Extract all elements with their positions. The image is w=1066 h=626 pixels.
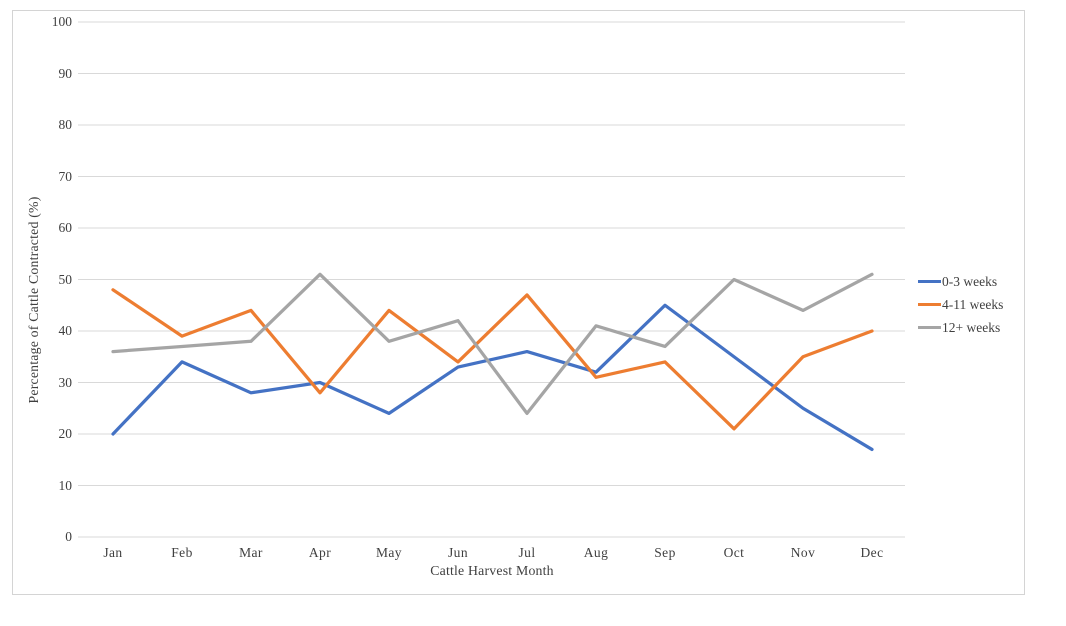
legend: 0-3 weeks 4-11 weeks 12+ weeks bbox=[918, 270, 1003, 339]
legend-item: 0-3 weeks bbox=[918, 270, 1003, 293]
legend-item: 12+ weeks bbox=[918, 316, 1003, 339]
x-tick-label: Nov bbox=[790, 545, 816, 560]
x-tick-label: Jan bbox=[103, 545, 123, 560]
y-tick-label: 20 bbox=[58, 426, 73, 441]
x-tick-label: Aug bbox=[583, 545, 609, 560]
legend-item: 4-11 weeks bbox=[918, 293, 1003, 316]
legend-label: 12+ weeks bbox=[942, 319, 1001, 335]
x-tick-label: Feb bbox=[171, 545, 193, 560]
y-tick-label: 30 bbox=[58, 374, 73, 390]
y-tick-label: 10 bbox=[58, 477, 73, 493]
y-tick-label: 60 bbox=[58, 220, 73, 235]
legend-label: 0-3 weeks bbox=[942, 273, 998, 289]
y-tick-label: 100 bbox=[51, 14, 72, 29]
y-tick-label: 80 bbox=[58, 117, 73, 132]
x-tick-label: Jul bbox=[518, 545, 536, 560]
series-line-4-11-weeks bbox=[111, 288, 874, 431]
series-line-12-weeks bbox=[111, 272, 874, 416]
x-tick-label: Dec bbox=[860, 545, 884, 560]
x-tick-label: Oct bbox=[723, 545, 745, 560]
y-tick-label: 90 bbox=[58, 65, 73, 81]
legend-label: 4-11 weeks bbox=[942, 296, 1004, 312]
legend-marker bbox=[918, 280, 941, 283]
x-axis-title: Cattle Harvest Month bbox=[430, 563, 554, 578]
y-tick-label: 50 bbox=[58, 271, 73, 287]
legend-marker bbox=[918, 303, 941, 306]
y-tick-label: 40 bbox=[58, 323, 73, 338]
x-tick-label: Jun bbox=[448, 545, 468, 560]
y-tick-label: 70 bbox=[58, 168, 73, 184]
series-line-0-3-weeks bbox=[111, 303, 874, 452]
legend-marker bbox=[918, 326, 941, 329]
y-tick-label: 0 bbox=[65, 529, 72, 544]
x-tick-label: Mar bbox=[239, 545, 263, 560]
x-tick-label: Apr bbox=[308, 545, 332, 560]
x-tick-label: Sep bbox=[654, 545, 676, 560]
x-tick-label: May bbox=[376, 545, 402, 560]
y-axis-title: Percentage of Cattle Contracted (%) bbox=[26, 196, 41, 404]
